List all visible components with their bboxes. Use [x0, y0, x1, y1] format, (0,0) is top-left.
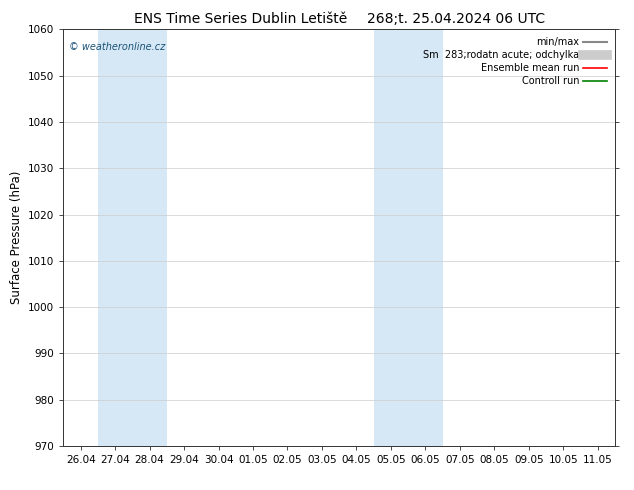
Bar — [373, 29, 443, 446]
Legend: min/max, Sm  283;rodatn acute; odchylka, Ensemble mean run, Controll run: min/max, Sm 283;rodatn acute; odchylka, … — [420, 34, 610, 89]
Text: ENS Time Series Dublin Letiště: ENS Time Series Dublin Letiště — [134, 12, 347, 26]
Bar — [98, 29, 167, 446]
Text: 268;t. 25.04.2024 06 UTC: 268;t. 25.04.2024 06 UTC — [368, 12, 545, 26]
Y-axis label: Surface Pressure (hPa): Surface Pressure (hPa) — [10, 171, 23, 304]
Text: © weatheronline.cz: © weatheronline.cz — [69, 42, 165, 52]
